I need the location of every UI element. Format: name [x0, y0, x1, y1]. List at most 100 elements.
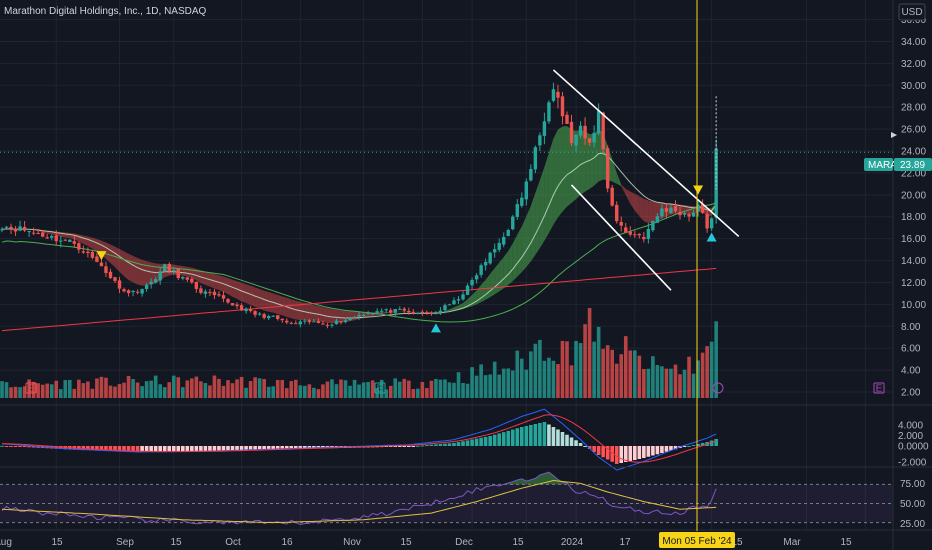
ribbon-segment: [241, 282, 247, 304]
price-axis[interactable]: 36.00 34.00 32.00 30.00 28.00 26.00 24.00 22.00…: [901, 15, 926, 399]
candle: [31, 232, 36, 234]
ribbon-segment: [548, 138, 554, 233]
candle: [54, 235, 58, 242]
volume-bar: [411, 389, 416, 398]
candle: [375, 311, 379, 313]
candle: [637, 233, 642, 236]
volume-bar: [316, 389, 321, 398]
price-tick-label: 34.00: [901, 37, 926, 48]
candle: [520, 197, 524, 206]
candle: [565, 114, 569, 124]
macd-histogram-bar: [425, 445, 429, 447]
ribbon-segment: [264, 290, 269, 312]
macd-histogram-bar: [655, 446, 660, 455]
ribbon-segment: [567, 125, 572, 207]
volume-bar: [352, 379, 357, 398]
candle: [425, 312, 429, 314]
candle: [289, 322, 293, 324]
volume-bar: [470, 367, 474, 398]
candle: [596, 110, 601, 134]
candle: [330, 324, 334, 326]
volume-bar: [551, 360, 556, 398]
candle: [18, 226, 22, 231]
currency-label: USD: [901, 7, 922, 18]
currency-button[interactable]: [898, 3, 926, 21]
candle: [361, 314, 366, 316]
macd-histogram-bar: [27, 446, 31, 448]
price-tick-label: 26.00: [901, 125, 926, 136]
time-axis[interactable]: Aug 15 Sep 15 Oct 16 Nov 15 Dec 15 2024 17 15 Mar 15: [0, 537, 852, 548]
ribbon-segment: [259, 288, 265, 311]
ribbon-segment: [119, 249, 125, 277]
volume-bar: [397, 381, 402, 398]
volume-bar: [181, 387, 185, 398]
volume-bar: [208, 385, 212, 398]
candle: [474, 275, 479, 280]
candle: [660, 208, 664, 217]
volume-bar: [438, 379, 443, 398]
macd-histogram-bar: [0, 445, 4, 447]
candle: [104, 266, 108, 274]
volume-bar: [556, 364, 560, 398]
candle: [370, 313, 375, 315]
price-tick-label: 30.00: [901, 81, 926, 92]
candle: [276, 315, 280, 319]
earnings-marker[interactable]: [374, 382, 386, 394]
macd-histogram-bar: [190, 446, 194, 452]
ribbon-segment: [535, 180, 540, 255]
volume-bar: [538, 339, 542, 398]
scroll-right-icon[interactable]: [891, 132, 897, 138]
volume-bar: [479, 364, 483, 398]
dividend-icon[interactable]: [712, 382, 724, 394]
candle: [131, 290, 135, 293]
chart-title: Marathon Digital Holdings, Inc., 1D, NAS…: [4, 6, 207, 17]
volume-bar: [642, 368, 646, 398]
candle: [673, 206, 678, 212]
candle: [651, 220, 655, 231]
volume-bar: [456, 372, 461, 398]
candle: [230, 303, 235, 306]
candle: [705, 214, 709, 229]
volume-bar: [45, 383, 49, 398]
ribbon-segment: [187, 266, 192, 278]
macd-histogram-bar: [90, 446, 95, 451]
macd-histogram-bar: [601, 446, 605, 458]
price-tick-label: 4.00: [901, 366, 921, 377]
symbol-tag: [864, 158, 893, 171]
channel-upper-line[interactable]: [552, 69, 740, 238]
candle: [560, 96, 565, 117]
candle: [506, 229, 510, 236]
ribbon-segment: [146, 261, 152, 286]
macd-histogram-bar: [185, 446, 190, 452]
channel-lower-line[interactable]: [570, 184, 672, 291]
macd-histogram-bar: [614, 446, 619, 464]
rsi-pane: [0, 471, 893, 526]
volume-bar: [27, 379, 31, 398]
volume-bar: [461, 382, 465, 398]
volume-bar: [31, 381, 36, 398]
time-tick-label: Dec: [455, 537, 473, 548]
macd-tick-label: 0.0000: [898, 442, 929, 453]
volume-bar: [370, 380, 375, 398]
earnings-marker[interactable]: [25, 382, 37, 394]
candle: [212, 291, 217, 296]
time-tick-label: 15: [400, 537, 412, 548]
earnings-marker[interactable]: [873, 382, 885, 394]
macd-histogram-bar: [54, 446, 59, 449]
volume-bar: [303, 385, 307, 398]
ribbon-segment: [594, 128, 599, 186]
volume-bar: [171, 375, 176, 398]
volume-bar: [501, 368, 506, 398]
macd-histogram-bar: [117, 446, 122, 451]
macd-histogram-bar: [99, 446, 104, 451]
candle: [366, 313, 370, 315]
ribbon-segment: [576, 129, 581, 200]
candle: [479, 265, 483, 275]
macd-histogram-bar: [542, 422, 547, 446]
candle: [389, 310, 393, 313]
volume-bar: [506, 368, 511, 398]
candle: [456, 299, 461, 301]
